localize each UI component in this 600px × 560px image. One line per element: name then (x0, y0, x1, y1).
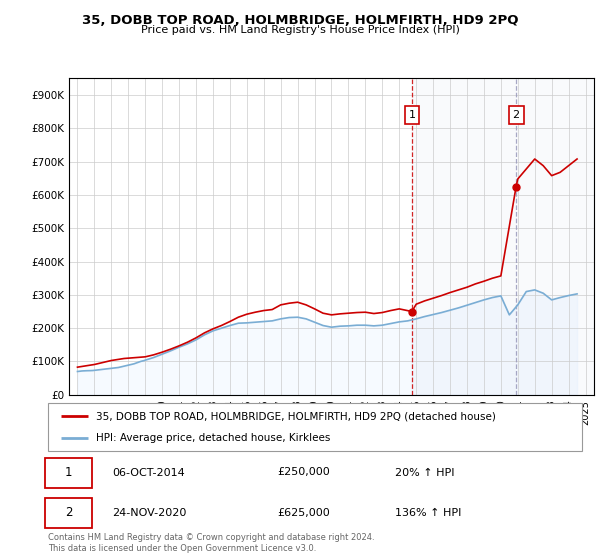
Text: Contains HM Land Registry data © Crown copyright and database right 2024.
This d: Contains HM Land Registry data © Crown c… (48, 533, 374, 553)
Text: 136% ↑ HPI: 136% ↑ HPI (395, 507, 461, 517)
Text: 24-NOV-2020: 24-NOV-2020 (112, 507, 187, 517)
FancyBboxPatch shape (46, 458, 92, 488)
Text: 06-OCT-2014: 06-OCT-2014 (112, 468, 185, 478)
Text: 2: 2 (65, 506, 73, 519)
Text: 1: 1 (409, 110, 415, 120)
Text: 35, DOBB TOP ROAD, HOLMBRIDGE, HOLMFIRTH, HD9 2PQ: 35, DOBB TOP ROAD, HOLMBRIDGE, HOLMFIRTH… (82, 14, 518, 27)
Text: 1: 1 (65, 466, 73, 479)
Text: £250,000: £250,000 (278, 468, 331, 478)
Text: £625,000: £625,000 (278, 507, 331, 517)
Text: 35, DOBB TOP ROAD, HOLMBRIDGE, HOLMFIRTH, HD9 2PQ (detached house): 35, DOBB TOP ROAD, HOLMBRIDGE, HOLMFIRTH… (96, 411, 496, 421)
Bar (412, 78, 594, 395)
Text: HPI: Average price, detached house, Kirklees: HPI: Average price, detached house, Kirk… (96, 433, 331, 443)
Text: 20% ↑ HPI: 20% ↑ HPI (395, 468, 455, 478)
FancyBboxPatch shape (48, 403, 582, 451)
FancyBboxPatch shape (46, 498, 92, 528)
Text: Price paid vs. HM Land Registry's House Price Index (HPI): Price paid vs. HM Land Registry's House … (140, 25, 460, 35)
Text: 2: 2 (512, 110, 520, 120)
